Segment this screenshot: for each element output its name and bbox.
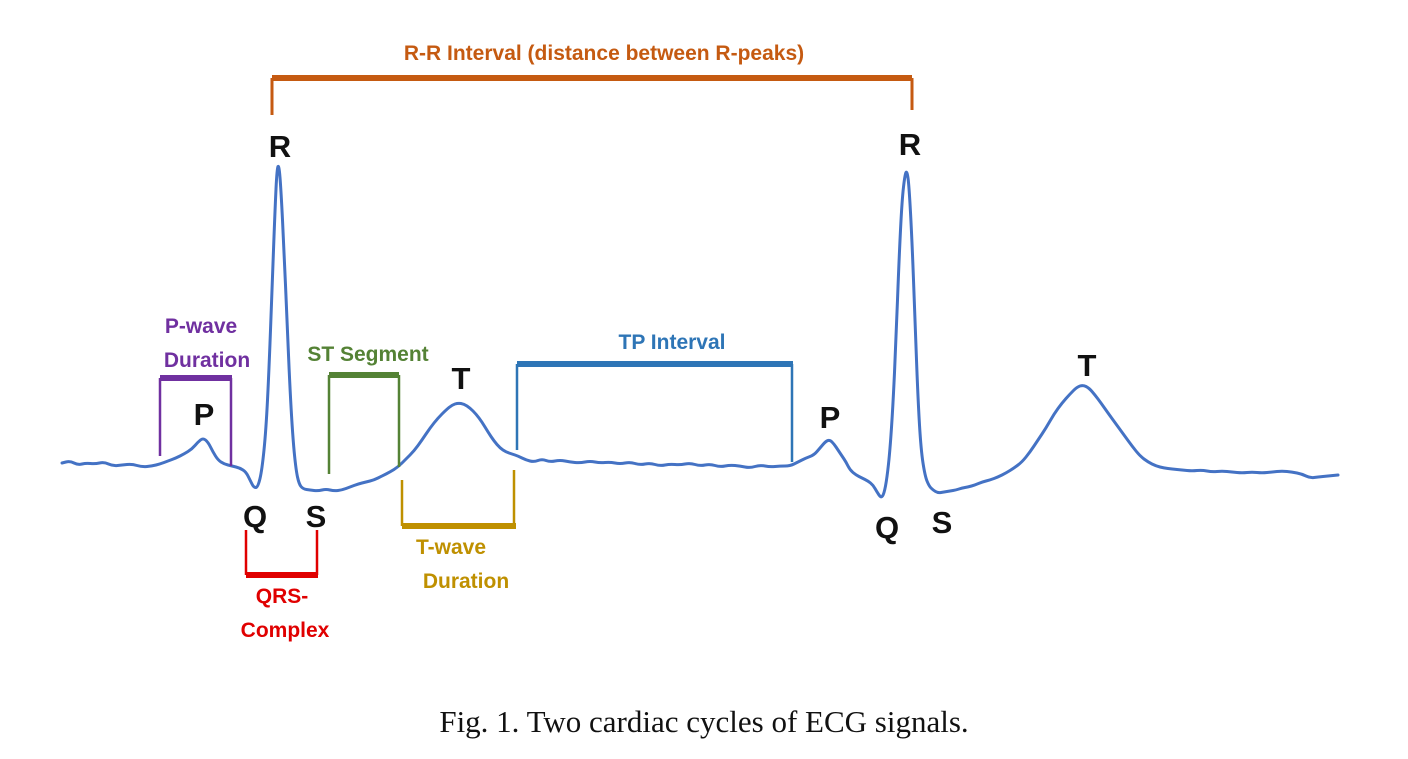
t-wave-duration-bracket [400,470,516,529]
s-point-label-2: S [932,505,953,540]
r-peak-label-2: R [899,127,921,162]
st-segment-bracket [327,372,401,474]
qrs-complex-label-line1: QRS- [256,585,309,608]
p-wave-duration-bracket [158,375,233,466]
tp-interval-bracket [515,361,794,462]
rr-interval-bracket [270,75,914,115]
q-point-label-2: Q [875,510,899,545]
q-point-label-1: Q [243,499,267,534]
st-segment-label: ST Segment [307,343,428,366]
r-peak-label-1: R [269,129,291,164]
p-wave-label-2: P [820,400,841,435]
s-point-label-1: S [306,499,327,534]
t-wave-label-1: T [452,361,471,396]
t-wave-duration-label-line2: Duration [423,570,509,593]
p-wave-label-1: P [194,397,215,432]
figure-caption: Fig. 1. Two cardiac cycles of ECG signal… [439,704,968,739]
qrs-complex-label-line2: Complex [241,619,330,642]
t-wave-label-2: T [1078,348,1097,383]
tp-interval-label: TP Interval [619,331,726,354]
qrs-complex-bracket [244,530,319,578]
ecg-signal-trace [60,164,1340,499]
p-wave-duration-label-line1: P-wave [165,315,237,338]
rr-interval-label: R-R Interval (distance between R-peaks) [404,42,804,65]
t-wave-duration-label-line1: T-wave [416,536,486,559]
p-wave-duration-label-line2: Duration [164,349,250,372]
